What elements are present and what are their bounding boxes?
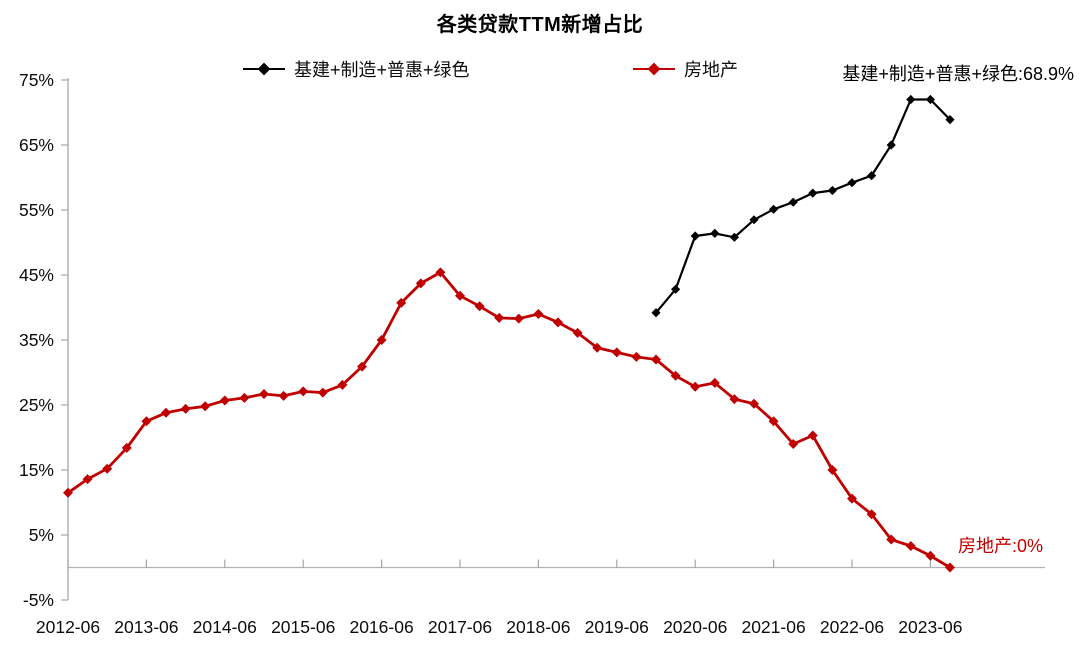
x-axis: 2012-06 2013-06 2014-06 2015-06 2016-06 2017-… <box>36 559 1045 637</box>
series-end-label-black: 基建+制造+普惠+绿色:68.9% <box>842 64 1074 84</box>
legend-diamond-marker-red-icon <box>633 67 675 71</box>
series-markers <box>63 267 955 573</box>
y-tick-label: 35% <box>19 330 54 350</box>
chart-title: 各类贷款TTM新增占比 <box>436 14 644 36</box>
y-tick-label: 15% <box>19 460 54 480</box>
x-tick-label: 2018-06 <box>506 617 570 637</box>
y-tick-label: 5% <box>29 525 54 545</box>
series-line-black <box>651 94 955 318</box>
legend-label: 房地产 <box>684 60 738 80</box>
x-tick-label: 2019-06 <box>585 617 649 637</box>
legend-item-real-estate: 房地产 <box>633 56 738 82</box>
series-end-label-red: 房地产:0% <box>958 536 1044 556</box>
x-tick-label: 2014-06 <box>193 617 257 637</box>
x-tick-label: 2023-06 <box>898 617 962 637</box>
legend-label: 基建+制造+普惠+绿色 <box>294 60 470 80</box>
y-tick-label: 55% <box>19 200 54 220</box>
x-tick-label: 2016-06 <box>349 617 413 637</box>
x-tick-label: 2012-06 <box>36 617 100 637</box>
series-markers <box>651 94 955 318</box>
y-tick-label: 25% <box>19 395 54 415</box>
y-tick-label: 75% <box>19 70 54 90</box>
legend-diamond-marker-black-icon <box>243 67 285 71</box>
x-tick-label: 2017-06 <box>428 617 492 637</box>
y-tick-label: -5% <box>23 590 54 610</box>
y-tick-label: 65% <box>19 135 54 155</box>
x-tick-label: 2013-06 <box>114 617 178 637</box>
x-tick-label: 2021-06 <box>741 617 805 637</box>
y-axis: 75% 65% 55% 45% 35% 25% 15% 5% -5% <box>19 70 69 610</box>
x-tick-label: 2015-06 <box>271 617 335 637</box>
legend-item-infra-mfg-inclusive-green: 基建+制造+普惠+绿色 <box>243 56 470 82</box>
series-line-red <box>63 267 955 573</box>
y-tick-label: 45% <box>19 265 54 285</box>
x-tick-label: 2022-06 <box>820 617 884 637</box>
x-tick-label: 2020-06 <box>663 617 727 637</box>
